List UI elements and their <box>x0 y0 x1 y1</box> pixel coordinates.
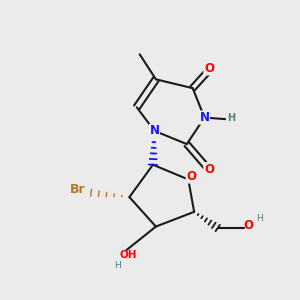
Text: O: O <box>244 219 254 232</box>
Text: H: H <box>227 113 236 124</box>
Text: OH: OH <box>119 250 137 260</box>
Text: N: N <box>149 124 159 137</box>
Text: O: O <box>204 62 214 75</box>
Text: O: O <box>186 170 196 183</box>
Text: H: H <box>114 261 121 270</box>
Text: H: H <box>256 214 263 223</box>
Text: O: O <box>204 163 214 176</box>
Text: Br: Br <box>70 183 86 196</box>
Text: N: N <box>200 111 209 124</box>
